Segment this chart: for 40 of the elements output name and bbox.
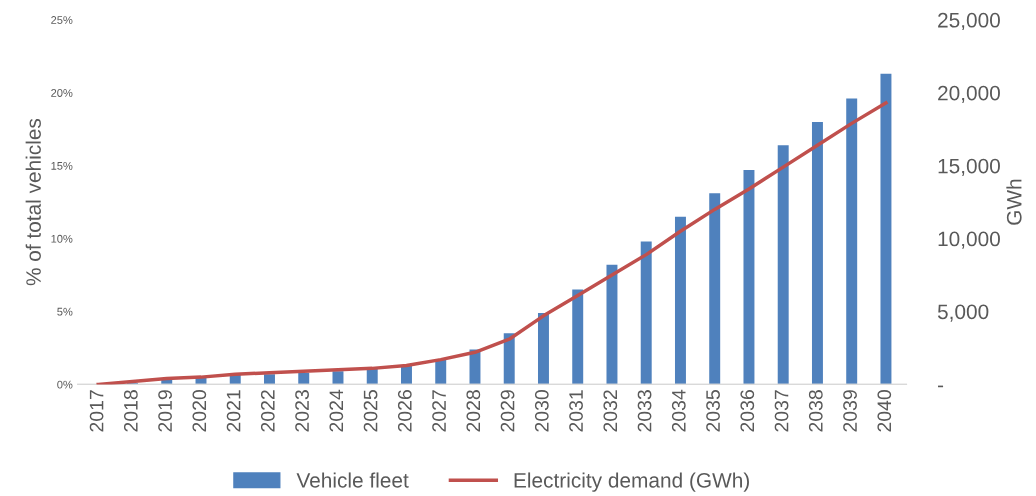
x-tick-label: 2023: [295, 390, 309, 432]
y-tick-label: 10%: [51, 234, 73, 243]
x-tick-label: 2038: [808, 390, 823, 432]
y2-tick-label: 10,000: [938, 231, 1000, 249]
x-tick-label: 2022: [260, 390, 275, 432]
y-tick-label: 25%: [51, 16, 73, 24]
x-tick-label: 2028: [466, 390, 481, 432]
y-tick-label: 15%: [51, 161, 73, 170]
y2-tick-label: 25,000: [938, 12, 1000, 31]
x-tick-label: 2017: [89, 390, 104, 432]
legend-label: Electricity demand (GWh): [514, 472, 749, 492]
x-tick-label: 2025: [363, 390, 378, 432]
y2-axis-title: GWh: [1006, 179, 1022, 225]
y-tick-label: 5%: [57, 307, 73, 316]
y-tick-label: 0%: [57, 380, 73, 389]
y2-tick-label: 20,000: [938, 85, 1000, 103]
x-tick-label: 2026: [397, 390, 412, 432]
x-tick-label: 2029: [500, 390, 515, 432]
y2-tick-label: -: [937, 385, 944, 388]
x-tick-label: 2034: [671, 389, 686, 432]
x-tick-label: 2030: [534, 390, 549, 432]
y2-tick-label: 15,000: [938, 158, 1000, 176]
x-tick-label: 2040: [877, 390, 892, 432]
y-axis-title: % of total vehicles: [25, 118, 41, 286]
y2-tick-label: 5,000: [937, 304, 989, 322]
x-tick-label: 2032: [603, 390, 618, 432]
x-tick-label: 2024: [329, 389, 344, 432]
legend-label: Vehicle fleet: [296, 472, 409, 488]
x-tick-label: 2037: [774, 390, 789, 432]
x-tick-label: 2018: [123, 390, 138, 432]
x-tick-label: 2039: [843, 390, 857, 432]
x-tick-label: 2031: [569, 390, 583, 432]
x-tick-label: 2033: [637, 390, 652, 432]
x-tick-label: 2021: [226, 390, 241, 432]
x-tick-label: 2036: [740, 390, 755, 432]
x-tick-label: 2035: [706, 390, 720, 432]
x-tick-label: 2020: [192, 390, 207, 432]
x-tick-label: 2027: [432, 390, 446, 432]
x-tick-label: 2019: [158, 390, 172, 432]
y-tick-label: 20%: [51, 89, 73, 97]
